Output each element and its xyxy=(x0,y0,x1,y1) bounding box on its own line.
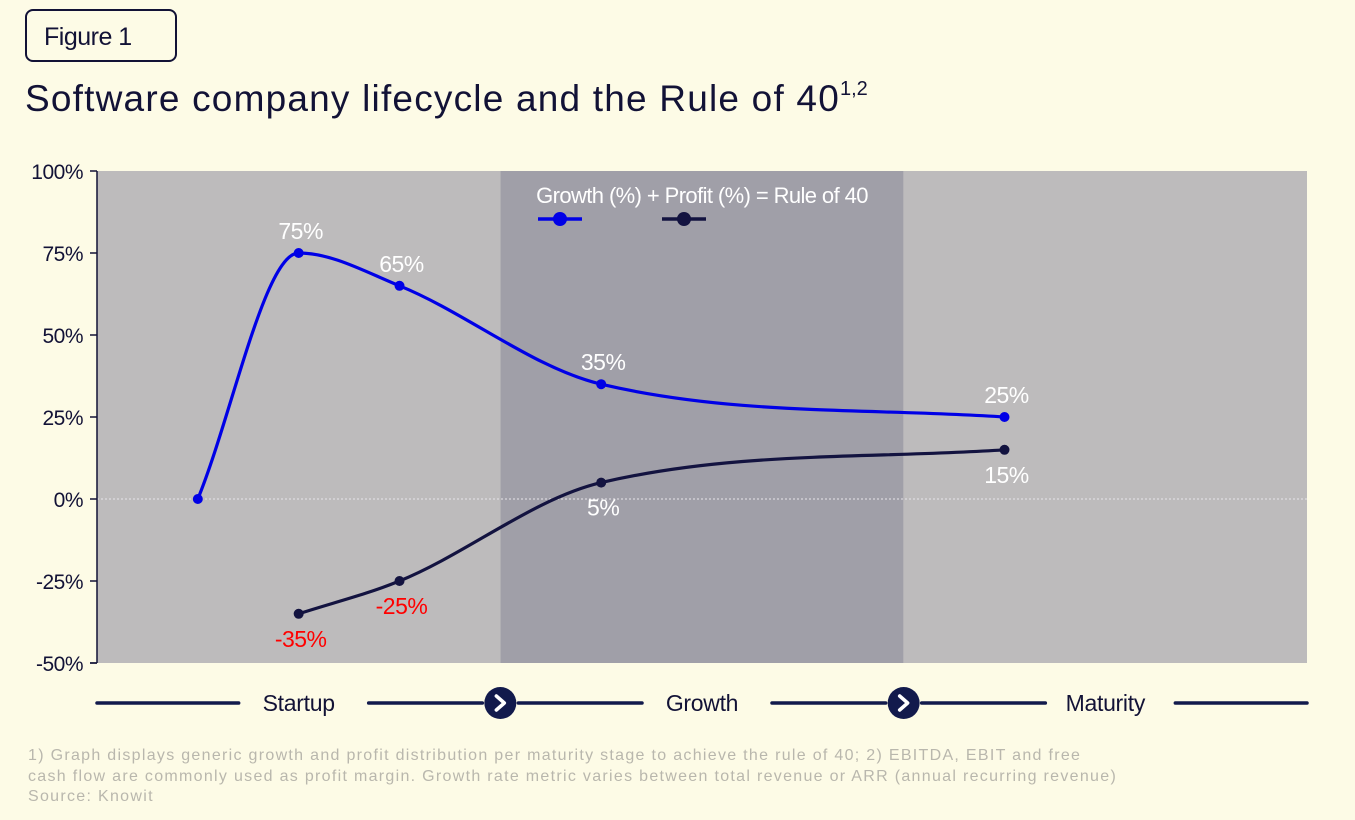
legend-text: Growth (%) + Profit (%) = Rule of 40 xyxy=(536,183,868,208)
data-label-growth: 25% xyxy=(984,382,1029,408)
footnote-line: cash flow are commonly used as profit ma… xyxy=(28,767,1118,785)
data-label-growth: 35% xyxy=(581,349,626,375)
data-label-growth: 65% xyxy=(379,251,424,277)
data-point-growth xyxy=(999,412,1010,422)
chevron-right-icon xyxy=(897,694,910,712)
series-line-profit xyxy=(298,448,1005,616)
legend-marker-profit xyxy=(677,212,691,226)
stage-label-startup: Startup xyxy=(263,690,335,716)
data-point-profit xyxy=(596,477,607,488)
data-point-growth xyxy=(596,379,607,390)
series-line-growth xyxy=(196,251,1005,500)
data-label-profit: 5% xyxy=(587,495,619,521)
source-note: Source: Knowit xyxy=(28,788,154,805)
y-tick-label: 0% xyxy=(54,489,83,512)
stage-arrow-icon xyxy=(887,687,920,719)
footnotes: 1) Graph displays generic growth and pro… xyxy=(28,746,1117,808)
y-tick-label: 75% xyxy=(42,243,83,266)
y-tick-label: 100% xyxy=(31,161,83,184)
stage-band-growth xyxy=(500,171,904,663)
chevron-right-icon xyxy=(494,694,507,712)
chart-title-text: Software company lifecycle and the Rule … xyxy=(25,78,840,119)
y-tick-label: -25% xyxy=(36,571,83,594)
data-point-profit xyxy=(394,576,405,586)
data-label-profit: -35% xyxy=(275,626,327,652)
data-point-profit xyxy=(999,444,1010,455)
data-label-profit: -25% xyxy=(376,593,428,619)
data-point-growth xyxy=(192,494,203,504)
rule-of-40-chart: 100% 75% 50% 25% 0% -25% -50% 75% 65% 35% 25% -35% -… xyxy=(31,161,1309,719)
data-point-profit xyxy=(293,608,304,619)
y-tick-label: 50% xyxy=(42,325,83,348)
title-superscript: 1,2 xyxy=(839,78,868,100)
footnote-line: 1) Graph displays generic growth and pro… xyxy=(28,747,1082,764)
data-point-growth xyxy=(293,248,304,258)
data-label-profit: 15% xyxy=(984,462,1029,488)
figure-label: Figure 1 xyxy=(25,9,177,62)
stage-band-maturity xyxy=(903,171,1307,663)
stage-arrow-icon xyxy=(484,687,517,719)
legend-marker-growth xyxy=(553,212,567,226)
stage-label-growth: Growth xyxy=(666,690,738,716)
y-tick-label: -50% xyxy=(36,653,83,676)
y-tick-label: 25% xyxy=(42,407,83,430)
data-point-growth xyxy=(394,280,405,291)
stage-label-maturity: Maturity xyxy=(1066,690,1146,716)
data-label-growth: 75% xyxy=(278,218,323,244)
stage-band-startup xyxy=(97,171,501,663)
chart-title: Software company lifecycle and the Rule … xyxy=(25,78,868,120)
